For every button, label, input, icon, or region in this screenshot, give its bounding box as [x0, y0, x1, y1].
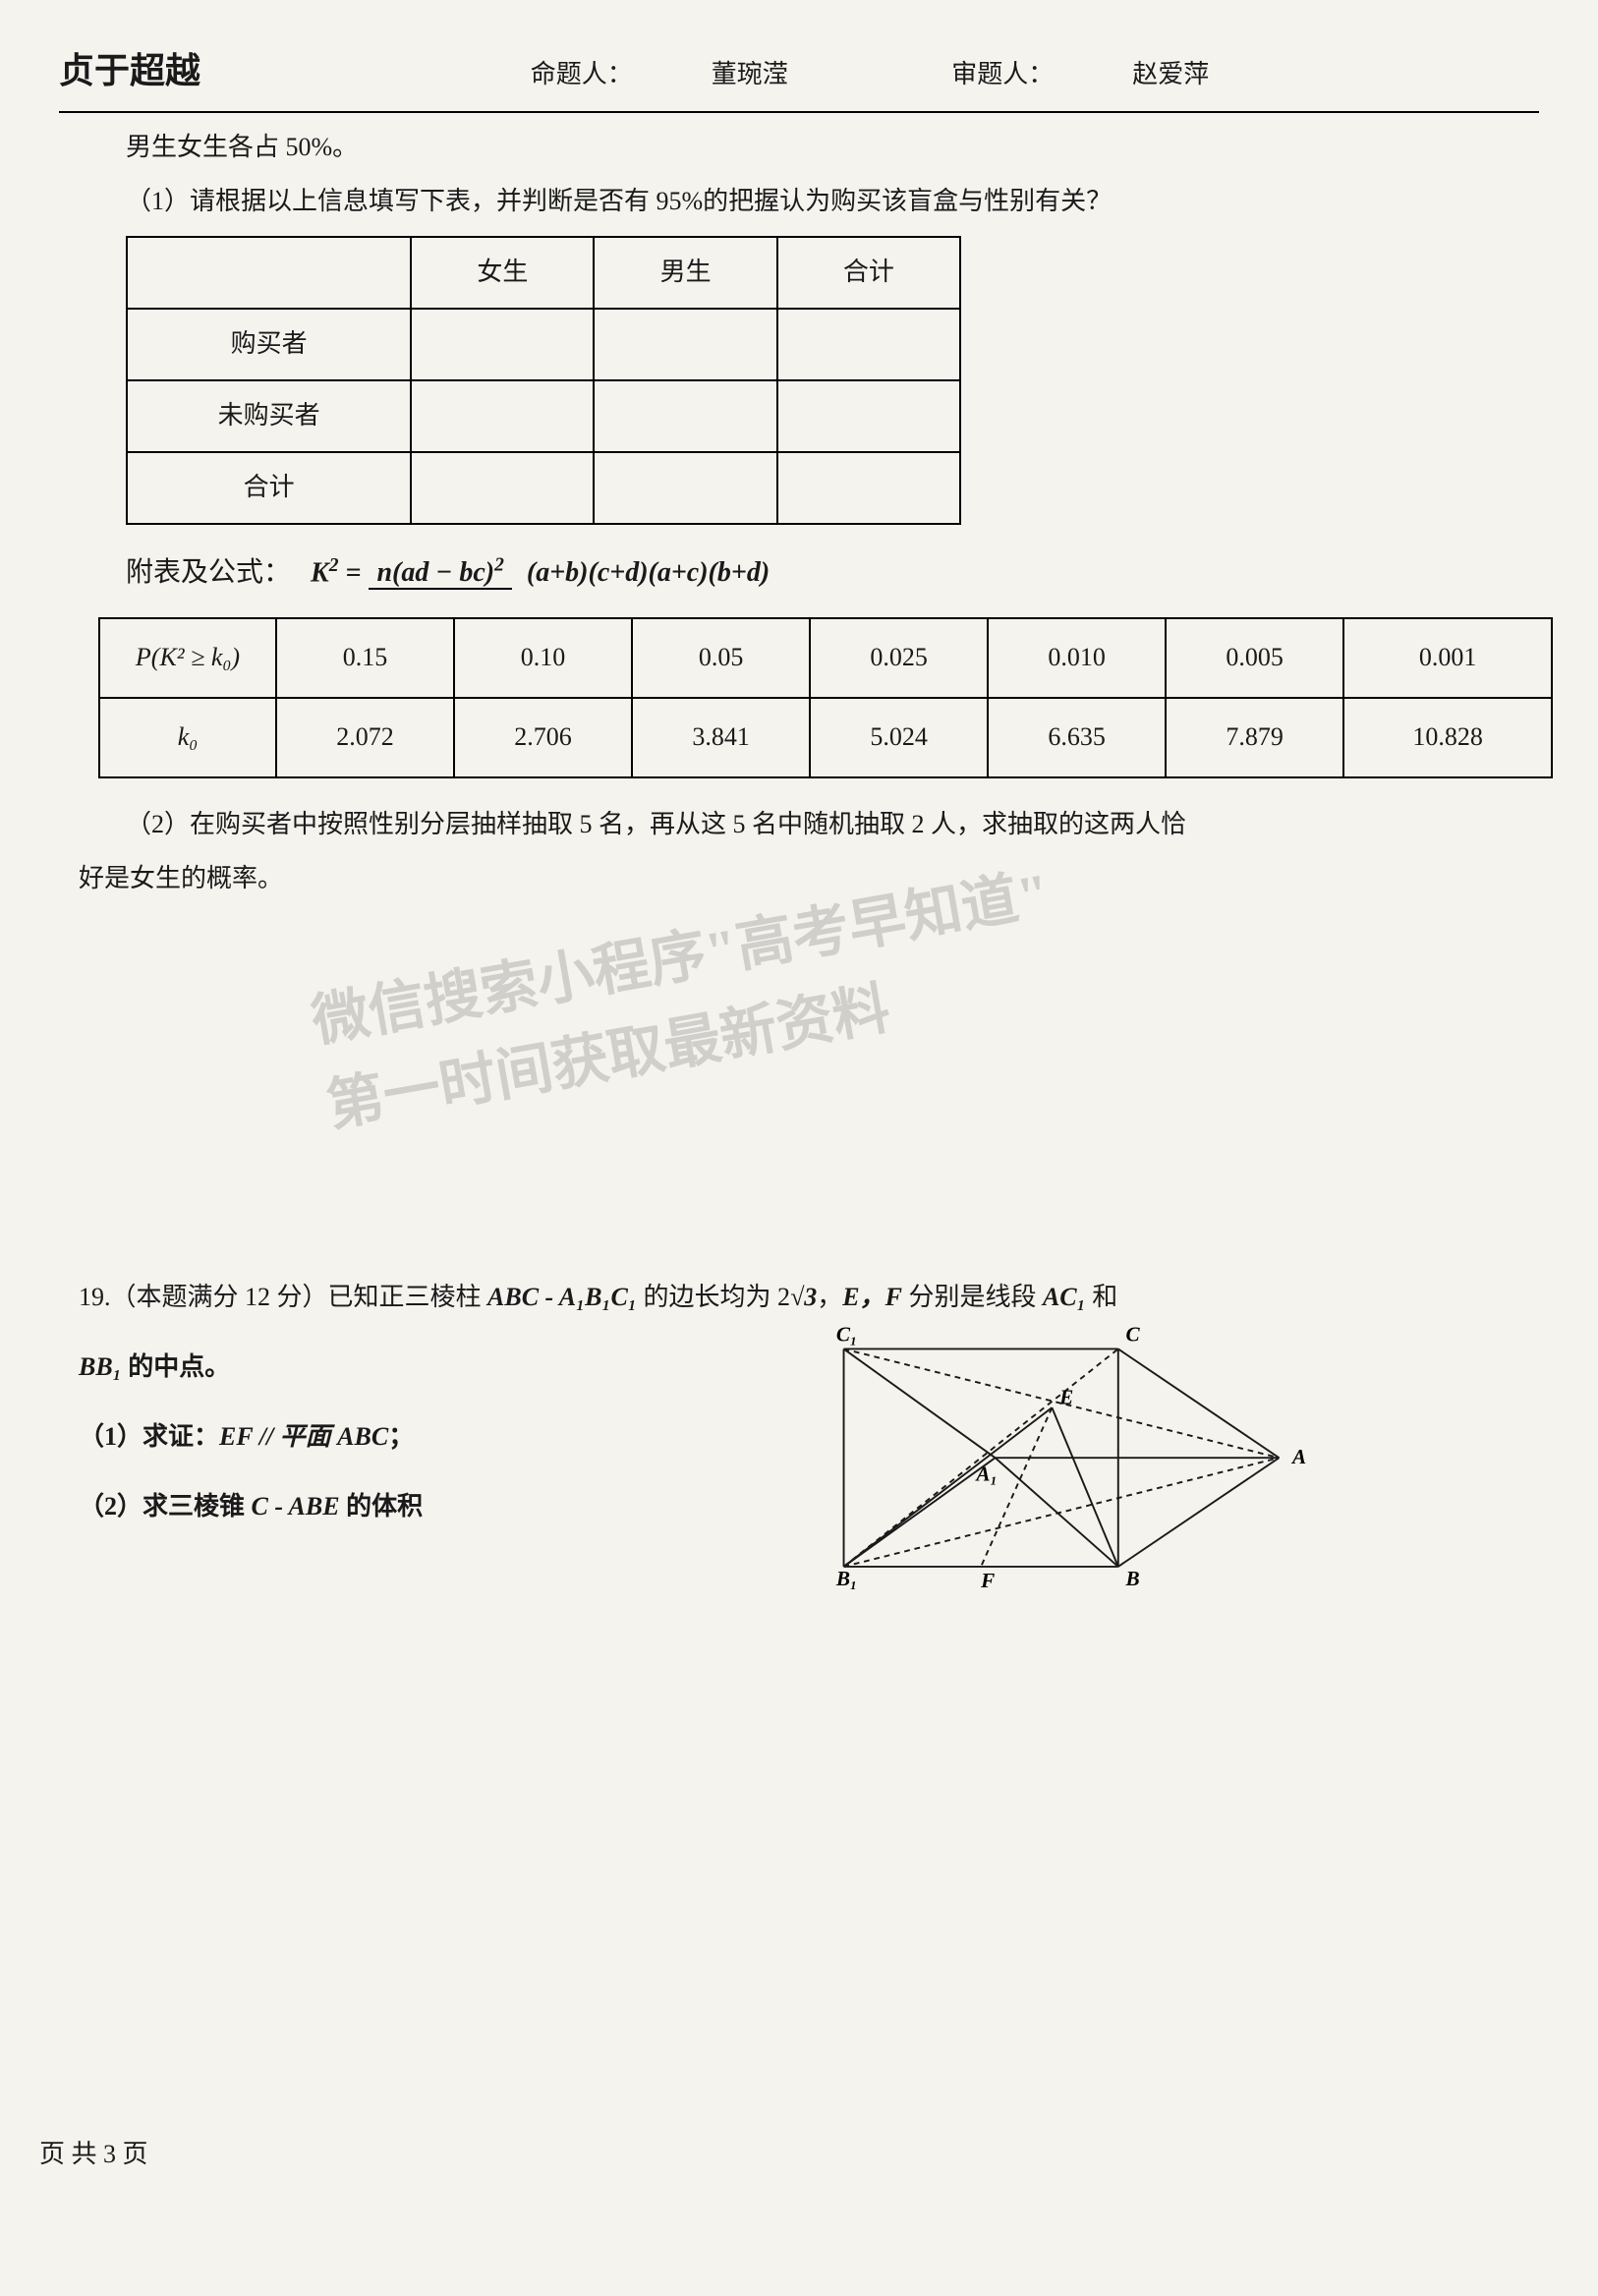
page-footer: 页 共 3 页: [39, 2132, 148, 2178]
formula-denominator: (a+b)(c+d)(a+c)(b+d): [519, 557, 777, 588]
table-header: [127, 237, 411, 309]
k-squared-formula: 附表及公式： K2 = n(ad − bc)2 (a+b)(c+d)(a+c)(…: [126, 548, 1519, 599]
svg-text:A₁: A₁: [974, 1463, 998, 1486]
question-2-line2: 好是女生的概率。: [79, 856, 1519, 902]
table-cell: [594, 380, 776, 452]
formula-lhs: K2 =: [311, 548, 361, 599]
table-cell: 0.001: [1343, 618, 1552, 698]
question-1-text: （1）请根据以上信息填写下表，并判断是否有 95%的把握认为购买该盲盒与性别有关…: [79, 179, 1519, 225]
table-cell: 合计: [127, 452, 411, 524]
table-header: 男生: [594, 237, 776, 309]
table-cell: 5.024: [810, 698, 988, 777]
table-cell: [594, 452, 776, 524]
svg-text:B: B: [1124, 1567, 1139, 1590]
table-cell: [777, 380, 960, 452]
ktable-label: P(K² ≥ k₀): [99, 618, 276, 698]
table-cell: 0.15: [276, 618, 454, 698]
line-percent: 男生女生各占 50%。: [79, 125, 1519, 171]
table-row: k₀ 2.072 2.706 3.841 5.024 6.635 7.879 1…: [99, 698, 1552, 777]
table-row: 合计: [127, 452, 960, 524]
table-cell: 2.706: [454, 698, 632, 777]
reviewer: 审题人：赵爱萍: [912, 60, 1248, 88]
contingency-table: 女生 男生 合计 购买者 未购买者 合计: [126, 236, 961, 524]
svg-text:C: C: [1125, 1323, 1140, 1347]
svg-text:B₁: B₁: [835, 1567, 858, 1590]
svg-text:A: A: [1290, 1445, 1306, 1468]
svg-text:E: E: [1058, 1386, 1073, 1409]
q19-part2: （2）求三棱锥 C - ABE 的体积: [79, 1484, 767, 1530]
table-row: 购买者: [127, 309, 960, 380]
author: 命题人：董琬滢: [491, 60, 828, 88]
table-cell: [411, 309, 594, 380]
content-area: 男生女生各占 50%。 （1）请根据以上信息填写下表，并判断是否有 95%的把握…: [59, 125, 1539, 1530]
table-cell: [411, 380, 594, 452]
table-cell: 0.005: [1166, 618, 1343, 698]
table-cell: [411, 452, 594, 524]
page-header: 贞于超越 命题人：董琬滢 审题人：赵爱萍: [59, 39, 1539, 113]
table-cell: 3.841: [632, 698, 810, 777]
ktable-label: k₀: [99, 698, 276, 777]
table-cell: 0.025: [810, 618, 988, 698]
table-cell: 6.635: [988, 698, 1166, 777]
q19-stem: 19.（本题满分 12 分）已知正三棱柱 ABC - A₁B₁C₁ 的边长均为 …: [79, 1275, 1519, 1321]
q19-line-bb1: BB₁ 的中点。: [79, 1345, 767, 1391]
table-cell: [777, 309, 960, 380]
table-row: P(K² ≥ k₀) 0.15 0.10 0.05 0.025 0.010 0.…: [99, 618, 1552, 698]
prism-diagram: C₁ C A₁ A B₁ B E F: [806, 1315, 1317, 1610]
svg-text:F: F: [980, 1569, 995, 1592]
header-names: 命题人：董琬滢 审题人：赵爱萍: [200, 52, 1539, 98]
q19-part1: （1）求证：EF // 平面 ABC；: [79, 1414, 767, 1461]
table-cell: 0.010: [988, 618, 1166, 698]
formula-prefix: 附表及公式：: [126, 548, 291, 598]
formula-fraction: n(ad − bc)2 (a+b)(c+d)(a+c)(b+d): [369, 548, 777, 599]
table-header: 女生: [411, 237, 594, 309]
q19-body: BB₁ 的中点。 （1）求证：EF // 平面 ABC； （2）求三棱锥 C -…: [79, 1345, 1519, 1529]
question-2-line1: （2）在购买者中按照性别分层抽样抽取 5 名，再从这 5 名中随机抽取 2 人，…: [79, 802, 1519, 848]
question-19: 19.（本题满分 12 分）已知正三棱柱 ABC - A₁B₁C₁ 的边长均为 …: [79, 1275, 1519, 1529]
table-cell: 10.828: [1343, 698, 1552, 777]
table-row: 未购买者: [127, 380, 960, 452]
table-cell: 0.05: [632, 618, 810, 698]
k-value-table: P(K² ≥ k₀) 0.15 0.10 0.05 0.025 0.010 0.…: [98, 617, 1553, 778]
title-left: 贞于超越: [59, 39, 200, 103]
table-cell: 7.879: [1166, 698, 1343, 777]
table-cell: [594, 309, 776, 380]
q19-text: BB₁ 的中点。 （1）求证：EF // 平面 ABC； （2）求三棱锥 C -…: [79, 1345, 767, 1529]
table-cell: 购买者: [127, 309, 411, 380]
table-cell: [777, 452, 960, 524]
table-cell: 0.10: [454, 618, 632, 698]
table-cell: 未购买者: [127, 380, 411, 452]
svg-text:C₁: C₁: [836, 1323, 858, 1347]
table-row: 女生 男生 合计: [127, 237, 960, 309]
formula-numerator: n(ad − bc)2: [369, 557, 511, 590]
table-cell: 2.072: [276, 698, 454, 777]
watermark-line2: 第一时间获取最新资料: [320, 935, 1071, 1149]
table-header: 合计: [777, 237, 960, 309]
